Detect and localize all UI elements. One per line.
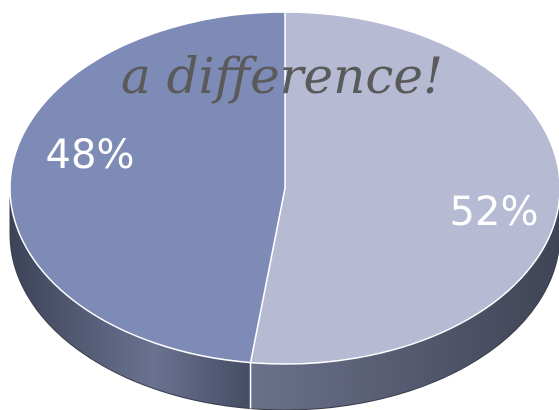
- pie-slice-48: [9, 11, 286, 364]
- pie-slice-52: [249, 11, 559, 365]
- slice-label-52: 52%: [450, 189, 539, 235]
- slice-label-48: 48%: [46, 132, 135, 178]
- chart-title: a difference!: [121, 47, 443, 105]
